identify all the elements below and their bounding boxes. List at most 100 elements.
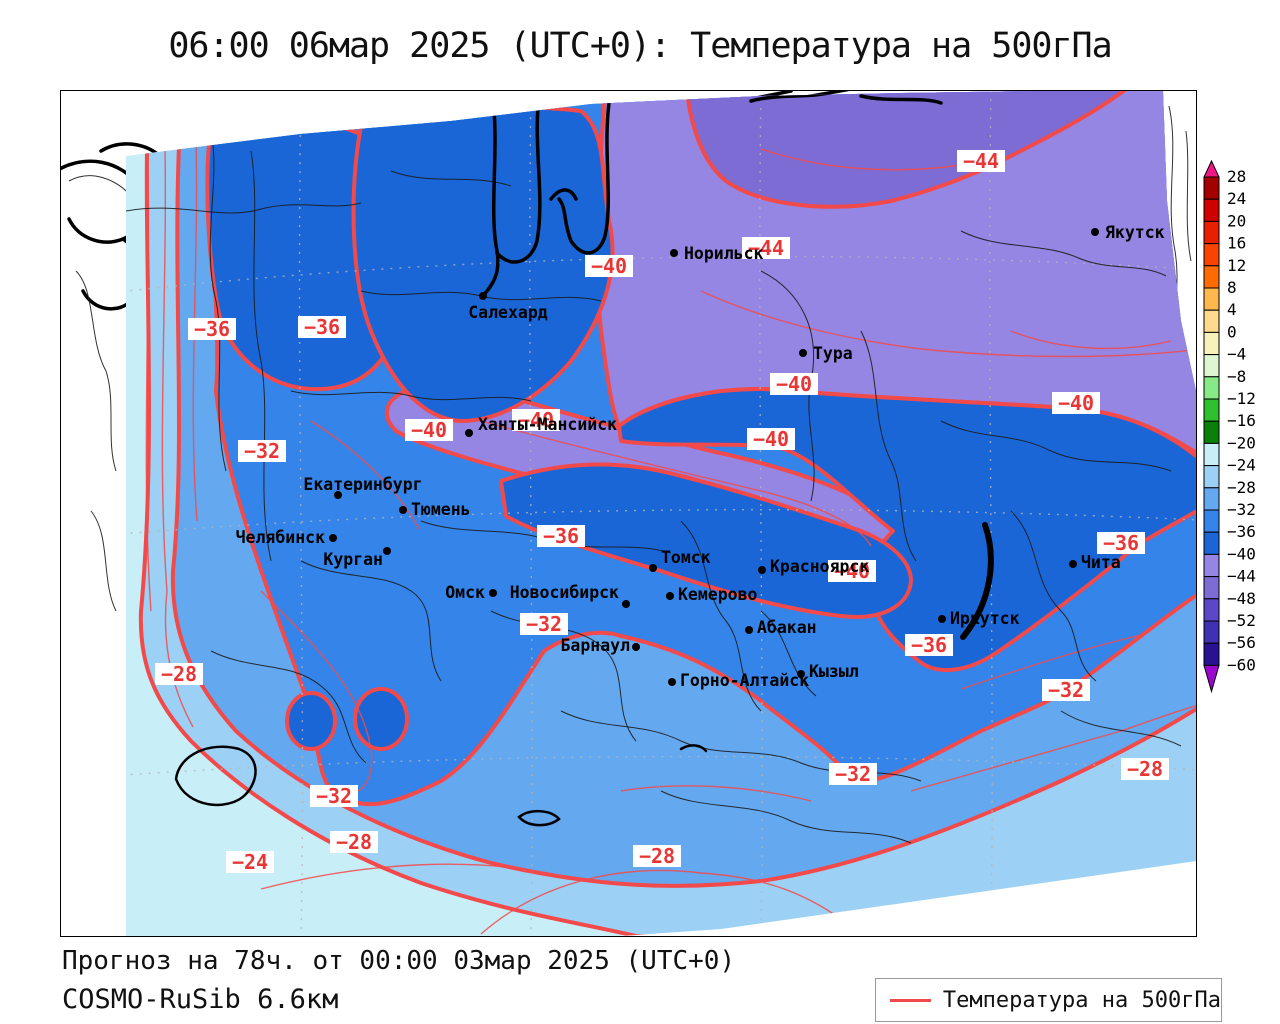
contour-label: −28: [330, 830, 378, 854]
colorbar-below-arrow: [1204, 665, 1219, 691]
contour-label: −44: [957, 149, 1005, 173]
contour-label: −24: [226, 850, 274, 874]
colorbar-cell: [1204, 266, 1219, 288]
contour-label: −40: [585, 254, 633, 278]
colorbar-cell: [1204, 466, 1219, 488]
contour-label: −32: [829, 762, 877, 786]
colorbar-tick-label: −20: [1227, 433, 1256, 452]
colorbar-tick-label: 8: [1227, 278, 1237, 297]
colorbar-tick-label: −24: [1227, 456, 1256, 475]
colorbar-above-arrow: [1204, 161, 1219, 177]
contour-label: −32: [310, 784, 358, 808]
colorbar-cell: [1204, 488, 1219, 510]
city-name: Якутск: [1105, 223, 1165, 242]
colorbar-tick-label: −52: [1227, 611, 1256, 630]
city-name: Челябинск: [236, 528, 325, 547]
colorbar-cell: [1204, 554, 1219, 576]
city-name: Омск: [445, 583, 485, 602]
svg-text:−40: −40: [411, 418, 447, 442]
colorbar-tick-label: 12: [1227, 256, 1246, 275]
page-title: 06:00 06мар 2025 (UTC+0): Температура на…: [0, 26, 1280, 66]
colorbar-tick-label: 24: [1227, 189, 1246, 208]
svg-text:−36: −36: [911, 633, 947, 657]
colorbar-cell: [1204, 443, 1219, 465]
temperature-colorbar: 2824201612840−4−8−12−16−20−24−28−32−36−4…: [1202, 160, 1280, 705]
city-marker: Иркутск: [938, 609, 1020, 628]
contour-label: −36: [1097, 531, 1145, 555]
colorbar-tick-label: −40: [1227, 544, 1256, 563]
colorbar-cell: [1204, 421, 1219, 443]
legend-label: Температура на 500гПа: [943, 988, 1221, 1013]
colorbar-cell: [1204, 377, 1219, 399]
footer: Прогноз на 78ч. от 00:00 03мар 2025 (UTC…: [62, 946, 735, 1015]
contour-label: −28: [1121, 757, 1169, 781]
contour-label: −40: [747, 427, 795, 451]
svg-text:−28: −28: [161, 662, 197, 686]
contour-label: −28: [155, 662, 203, 686]
colorbar-tick-label: −8: [1227, 367, 1246, 386]
city-name: Салехард: [468, 303, 548, 322]
colorbar-tick-label: 20: [1227, 211, 1246, 230]
svg-text:−36: −36: [304, 315, 340, 339]
colorbar-cell: [1204, 244, 1219, 266]
forecast-info: Прогноз на 78ч. от 00:00 03мар 2025 (UTC…: [62, 946, 735, 976]
legend: Температура на 500гПа: [875, 978, 1222, 1022]
colorbar-cell: [1204, 643, 1219, 665]
colorbar-tick-label: −4: [1227, 345, 1246, 364]
colorbar-tick-label: −12: [1227, 389, 1256, 408]
city-name: Барнаул: [560, 636, 630, 655]
colorbar-cell: [1204, 332, 1219, 354]
city-marker: Ханты-Мансийск: [465, 415, 617, 437]
city-name: Горно-Алтайск: [680, 671, 809, 690]
city-name: Кемерово: [678, 585, 758, 604]
city-marker: Челябинск: [236, 528, 337, 547]
colorbar-cell: [1204, 177, 1219, 199]
colorbar-cell: [1204, 399, 1219, 421]
colorbar-cell: [1204, 310, 1219, 332]
weather-map-screen: 06:00 06мар 2025 (UTC+0): Температура на…: [0, 0, 1280, 1024]
svg-text:−28: −28: [1127, 757, 1163, 781]
svg-text:−28: −28: [336, 830, 372, 854]
colorbar-cell: [1204, 199, 1219, 221]
city-marker: Барнаул: [560, 636, 640, 655]
city-name: Ханты-Мансийск: [478, 415, 617, 434]
svg-text:−32: −32: [835, 762, 871, 786]
svg-text:−32: −32: [526, 612, 562, 636]
contour-label: −32: [238, 439, 286, 463]
contour-label: −36: [537, 524, 585, 548]
svg-text:−40: −40: [776, 372, 812, 396]
svg-text:−36: −36: [194, 317, 230, 341]
svg-text:−40: −40: [753, 427, 789, 451]
temperature-map: −36−36−32−40−40−40−44−44−40−40−40−40−36−…: [61, 91, 1196, 936]
svg-text:−44: −44: [963, 149, 999, 173]
contour-label: −32: [1042, 678, 1090, 702]
city-name: Екатеринбург: [303, 475, 422, 494]
colorbar-tick-label: −60: [1227, 655, 1256, 674]
colorbar-tick-label: −32: [1227, 500, 1256, 519]
colorbar-tick-label: 0: [1227, 322, 1237, 341]
colorbar-cell: [1204, 577, 1219, 599]
city-name: Чита: [1081, 553, 1121, 572]
svg-text:−24: −24: [232, 850, 268, 874]
city-marker: Горно-Алтайск: [668, 671, 809, 690]
svg-text:−40: −40: [591, 254, 627, 278]
contour-label: −28: [633, 844, 681, 868]
city-name: Норильск: [684, 244, 764, 263]
city-marker: Норильск: [670, 244, 764, 263]
colorbar-tick-label: 16: [1227, 234, 1246, 253]
contour-label: −40: [1052, 391, 1100, 415]
city-name: Тюмень: [411, 500, 471, 519]
svg-text:−32: −32: [244, 439, 280, 463]
city-name: Новосибирск: [510, 583, 619, 602]
contour-label: −36: [188, 317, 236, 341]
colorbar-cell: [1204, 221, 1219, 243]
map-panel: −36−36−32−40−40−40−44−44−40−40−40−40−36−…: [60, 90, 1197, 937]
colorbar-cell: [1204, 510, 1219, 532]
contour-label: −32: [520, 612, 568, 636]
colorbar-tick-label: −36: [1227, 522, 1256, 541]
svg-text:−32: −32: [1048, 678, 1084, 702]
svg-text:−36: −36: [543, 524, 579, 548]
colorbar-cell: [1204, 599, 1219, 621]
colorbar-cell: [1204, 621, 1219, 643]
svg-text:−40: −40: [1058, 391, 1094, 415]
